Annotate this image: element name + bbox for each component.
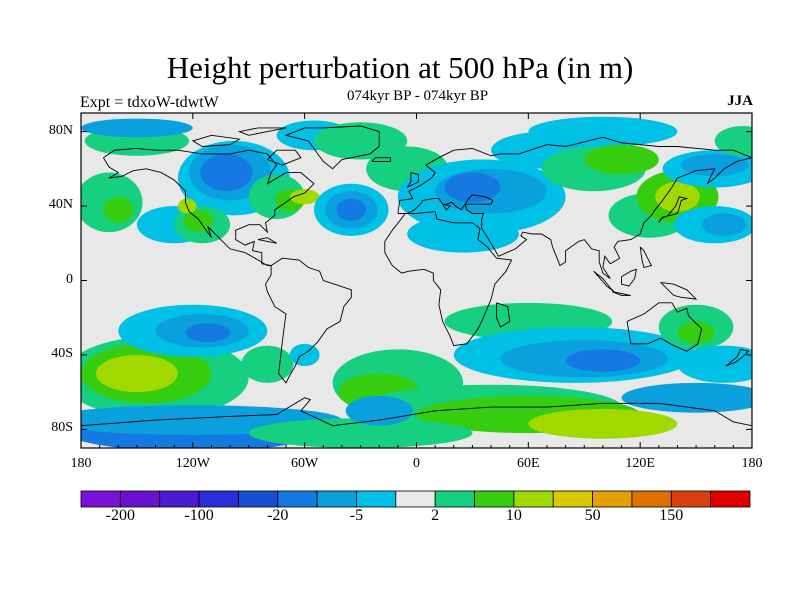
coastline bbox=[237, 127, 287, 136]
y-tick-label: 40S bbox=[51, 345, 73, 361]
colorbar-box bbox=[238, 490, 279, 508]
y-tick-label: 0 bbox=[66, 271, 73, 287]
contour-region bbox=[407, 215, 520, 253]
contour-region bbox=[677, 345, 752, 383]
contour-region bbox=[584, 144, 659, 175]
colorbar-box bbox=[631, 490, 672, 508]
coastline bbox=[397, 136, 752, 214]
coastline bbox=[258, 237, 277, 244]
coastline bbox=[384, 211, 513, 347]
contour-region bbox=[183, 209, 214, 233]
coastline bbox=[371, 157, 391, 162]
x-tick-label: 120E bbox=[625, 456, 655, 471]
coastline bbox=[639, 246, 653, 269]
coastline bbox=[658, 196, 689, 224]
x-tick-label: 0 bbox=[413, 456, 420, 471]
x-tick-label: 180 bbox=[741, 456, 763, 471]
contour-region bbox=[248, 418, 473, 448]
coastline bbox=[496, 302, 511, 328]
experiment-label: Expt = tdxoW-tdwtW bbox=[80, 94, 219, 111]
contour-region bbox=[444, 172, 501, 203]
axis-ticks bbox=[80, 113, 753, 448]
colorbar-label: -5 bbox=[349, 507, 364, 524]
colorbar-box bbox=[474, 490, 515, 508]
coastline bbox=[612, 291, 631, 296]
season-label: JJA bbox=[727, 93, 753, 109]
x-tick-label: 60W bbox=[291, 456, 319, 471]
x-tick-label: 120W bbox=[175, 456, 210, 471]
contour-region bbox=[345, 395, 413, 426]
contour-region bbox=[185, 323, 231, 342]
colorbar-box bbox=[552, 490, 593, 508]
coastline bbox=[81, 397, 752, 427]
coastline bbox=[265, 257, 352, 384]
plot-subtitle: 074kyr BP - 074kyr BP bbox=[346, 88, 489, 104]
plot-title: Height perturbation at 500 hPa (in m) bbox=[166, 50, 634, 85]
colorbar-box bbox=[592, 490, 633, 508]
contour-region bbox=[528, 116, 678, 147]
contour-region bbox=[95, 354, 178, 393]
contour-region bbox=[241, 345, 294, 383]
contour-region bbox=[714, 126, 752, 156]
y-tick-label: 40N bbox=[48, 197, 73, 213]
colorbar-box bbox=[710, 490, 751, 508]
coastline bbox=[406, 172, 419, 188]
colorbar-box bbox=[513, 490, 554, 508]
contour-fill-layer bbox=[81, 116, 752, 448]
y-tick-label: 80S bbox=[51, 420, 73, 436]
coastline bbox=[621, 268, 637, 287]
contour-region bbox=[289, 189, 320, 205]
coastline bbox=[284, 125, 380, 170]
coastline bbox=[626, 302, 703, 352]
coastline bbox=[725, 348, 750, 367]
contour-region bbox=[200, 153, 253, 192]
contour-region bbox=[336, 198, 367, 221]
colorbar-label: -100 bbox=[184, 507, 214, 524]
colorbar-box bbox=[277, 490, 318, 508]
colorbar-box bbox=[198, 490, 239, 508]
y-tick-label: 80N bbox=[48, 122, 73, 138]
colorbar-box bbox=[356, 490, 397, 508]
coastline bbox=[267, 149, 302, 166]
contour-region bbox=[677, 321, 715, 344]
coastline bbox=[191, 134, 241, 147]
colorbar-box bbox=[159, 490, 200, 508]
coastline bbox=[660, 281, 698, 300]
colorbar-box bbox=[434, 490, 475, 508]
colorbar bbox=[80, 490, 751, 508]
colorbar-label: -200 bbox=[105, 507, 135, 524]
contour-region bbox=[528, 408, 678, 439]
coastline bbox=[397, 157, 752, 279]
x-tick-label: 60E bbox=[517, 456, 540, 471]
contour-region bbox=[565, 349, 641, 372]
contour-region bbox=[701, 213, 747, 236]
x-tick-label: 180 bbox=[70, 456, 92, 471]
colorbar-box bbox=[395, 490, 436, 508]
colorbar-box bbox=[316, 490, 357, 508]
colorbar-label: 50 bbox=[584, 507, 601, 524]
colorbar-box bbox=[119, 490, 161, 508]
coastline-layer bbox=[81, 125, 752, 427]
colorbar-label: 150 bbox=[659, 507, 684, 524]
coastline bbox=[103, 147, 315, 267]
contour-region bbox=[289, 343, 320, 367]
contour-region bbox=[621, 382, 752, 413]
colorbar-label: 10 bbox=[505, 507, 522, 524]
colorbar-label: -20 bbox=[267, 507, 289, 524]
colorbar-box bbox=[80, 490, 121, 508]
contour-region bbox=[313, 122, 408, 160]
contour-region bbox=[81, 118, 193, 138]
contour-region bbox=[655, 181, 700, 212]
colorbar-label: 2 bbox=[431, 507, 440, 524]
contour-region bbox=[103, 196, 134, 223]
colorbar-box bbox=[670, 490, 712, 508]
